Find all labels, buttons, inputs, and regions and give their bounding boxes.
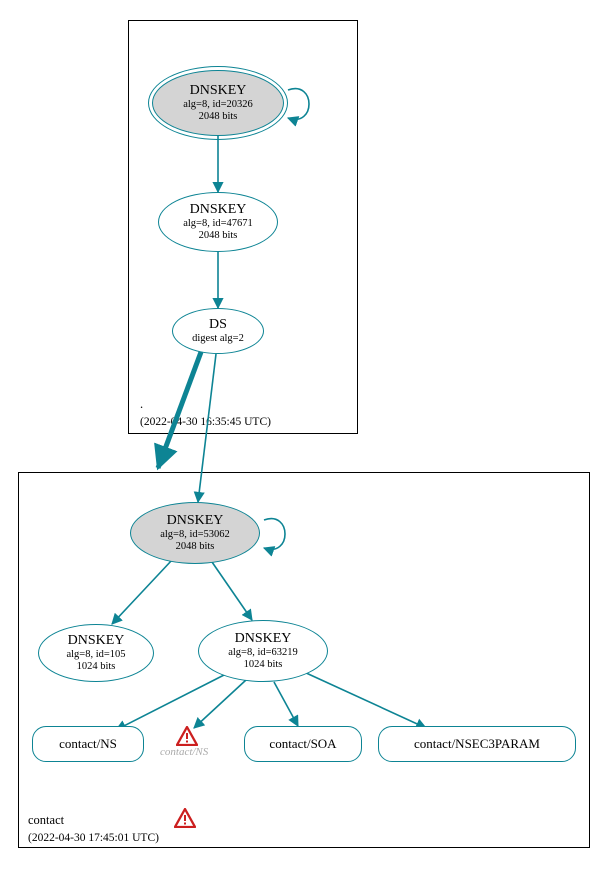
node-contact-ns-title: contact/NS (59, 737, 117, 751)
node-contact-soa[interactable]: contact/SOA (244, 726, 362, 762)
node-contact-ksk[interactable]: DNSKEY alg=8, id=53062 2048 bits (130, 502, 260, 564)
node-contact-zsk1[interactable]: DNSKEY alg=8, id=105 1024 bits (38, 624, 154, 682)
node-contact-ksk-line3: 2048 bits (176, 541, 215, 553)
node-contact-zsk1-line3: 1024 bits (77, 661, 116, 673)
node-contact-zsk1-title: DNSKEY (68, 633, 125, 648)
node-root-ds[interactable]: DS digest alg=2 (172, 308, 264, 354)
zone-contact-label: contact (2022-04-30 17:45:01 UTC) (28, 812, 159, 846)
warning-label: contact/NS (160, 746, 208, 758)
node-root-ksk-line3: 2048 bits (199, 111, 238, 123)
zone-contact-timestamp: (2022-04-30 17:45:01 UTC) (28, 832, 159, 844)
node-contact-ksk-line2: alg=8, id=53062 (160, 529, 230, 541)
node-root-zsk-line3: 2048 bits (199, 230, 238, 242)
node-root-ds-line2: digest alg=2 (192, 333, 244, 345)
zone-root-name: . (140, 397, 143, 411)
warning-icon[interactable] (176, 726, 198, 746)
node-root-ksk-title: DNSKEY (190, 83, 247, 98)
node-contact-nsec3[interactable]: contact/NSEC3PARAM (378, 726, 576, 762)
zone-root-label: . (2022-04-30 16:35:45 UTC) (140, 396, 271, 430)
node-contact-zsk1-line2: alg=8, id=105 (66, 649, 125, 661)
node-contact-soa-title: contact/SOA (269, 737, 336, 751)
node-contact-zsk2-title: DNSKEY (235, 631, 292, 646)
node-contact-ns[interactable]: contact/NS (32, 726, 144, 762)
zone-root-timestamp: (2022-04-30 16:35:45 UTC) (140, 416, 271, 428)
zone-warning-icon[interactable] (174, 808, 196, 828)
node-contact-nsec3-title: contact/NSEC3PARAM (414, 737, 540, 751)
node-root-zsk-title: DNSKEY (190, 202, 247, 217)
node-contact-zsk2-line2: alg=8, id=63219 (228, 647, 298, 659)
node-contact-zsk2[interactable]: DNSKEY alg=8, id=63219 1024 bits (198, 620, 328, 682)
node-root-ksk-line2: alg=8, id=20326 (183, 99, 253, 111)
node-contact-zsk2-line3: 1024 bits (244, 659, 283, 671)
node-root-ksk[interactable]: DNSKEY alg=8, id=20326 2048 bits (152, 70, 284, 136)
node-root-zsk-line2: alg=8, id=47671 (183, 218, 253, 230)
zone-contact-name: contact (28, 813, 64, 827)
node-root-ds-title: DS (209, 317, 227, 332)
node-contact-ksk-title: DNSKEY (167, 513, 224, 528)
node-root-zsk[interactable]: DNSKEY alg=8, id=47671 2048 bits (158, 192, 278, 252)
